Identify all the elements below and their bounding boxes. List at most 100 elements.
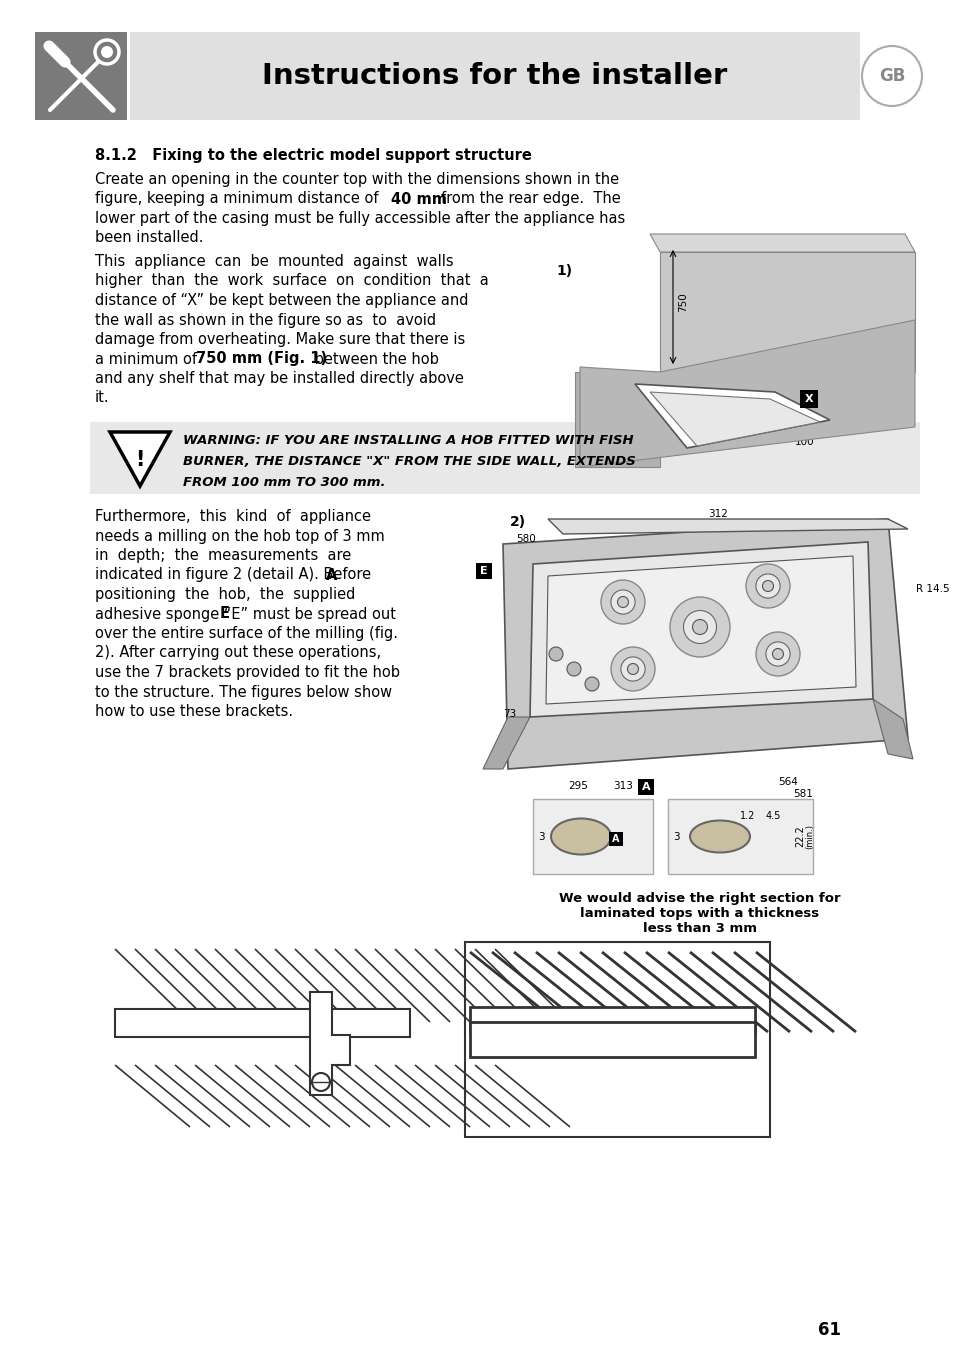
Text: adhesive sponge “E” must be spread out: adhesive sponge “E” must be spread out	[95, 607, 395, 622]
FancyBboxPatch shape	[35, 32, 127, 120]
Text: R 14.5: R 14.5	[915, 584, 948, 594]
Text: 8.1.2   Fixing to the electric model support structure: 8.1.2 Fixing to the electric model suppo…	[95, 147, 532, 164]
Text: 2): 2)	[510, 515, 525, 529]
Text: Create an opening in the counter top with the dimensions shown in the: Create an opening in the counter top wit…	[95, 172, 618, 187]
Text: 3: 3	[537, 831, 544, 841]
Circle shape	[755, 573, 780, 598]
Text: We would advise the right section for
laminated tops with a thickness
less than : We would advise the right section for la…	[558, 892, 840, 936]
FancyBboxPatch shape	[90, 422, 919, 493]
Circle shape	[745, 564, 789, 608]
Text: Furthermore,  this  kind  of  appliance: Furthermore, this kind of appliance	[95, 508, 371, 525]
Circle shape	[682, 611, 716, 644]
Text: X: X	[803, 393, 813, 404]
Text: A: A	[326, 568, 337, 583]
Text: BURNER, THE DISTANCE "X" FROM THE SIDE WALL, EXTENDS: BURNER, THE DISTANCE "X" FROM THE SIDE W…	[183, 456, 635, 468]
Text: positioning  the  hob,  the  supplied: positioning the hob, the supplied	[95, 587, 355, 602]
Circle shape	[600, 580, 644, 625]
FancyBboxPatch shape	[667, 799, 812, 873]
FancyBboxPatch shape	[115, 1009, 410, 1037]
Text: E: E	[220, 607, 230, 622]
Text: 564: 564	[778, 777, 797, 787]
Circle shape	[862, 46, 921, 105]
Text: to the structure. The figures below show: to the structure. The figures below show	[95, 684, 392, 699]
Text: from the rear edge.  The: from the rear edge. The	[440, 192, 620, 207]
Text: 581: 581	[792, 790, 812, 799]
Polygon shape	[649, 392, 820, 446]
Circle shape	[761, 580, 773, 592]
Text: This  appliance  can  be  mounted  against  walls: This appliance can be mounted against wa…	[95, 254, 453, 269]
Text: indicated in figure 2 (detail A​). Before: indicated in figure 2 (detail A​). Befor…	[95, 568, 371, 583]
Text: been installed.: been installed.	[95, 230, 203, 246]
Text: the wall as shown in the figure so as  to  avoid: the wall as shown in the figure so as to…	[95, 312, 436, 327]
Text: 1): 1)	[556, 264, 572, 277]
Polygon shape	[547, 519, 907, 534]
Circle shape	[617, 596, 628, 607]
Text: Instructions for the installer: Instructions for the installer	[262, 62, 727, 91]
Text: use the 7 brackets provided to fit the hob: use the 7 brackets provided to fit the h…	[95, 665, 399, 680]
Text: over the entire surface of the milling (fig.: over the entire surface of the milling (…	[95, 626, 397, 641]
Polygon shape	[545, 556, 855, 704]
Text: GB: GB	[878, 68, 904, 85]
Polygon shape	[659, 251, 914, 372]
Text: A: A	[612, 833, 619, 844]
Circle shape	[95, 41, 119, 64]
Text: 73: 73	[502, 708, 516, 719]
Text: 40 mm: 40 mm	[391, 192, 447, 207]
Text: damage from overheating. Make sure that there is: damage from overheating. Make sure that …	[95, 333, 465, 347]
Circle shape	[755, 631, 800, 676]
Text: FROM 100 mm TO 300 mm.: FROM 100 mm TO 300 mm.	[183, 476, 385, 489]
Polygon shape	[575, 372, 659, 466]
FancyBboxPatch shape	[130, 32, 859, 120]
Text: !: !	[135, 450, 145, 470]
Text: A: A	[641, 781, 650, 792]
FancyBboxPatch shape	[608, 831, 622, 845]
Text: 313: 313	[613, 781, 632, 791]
Text: between the hob: between the hob	[310, 352, 438, 366]
Text: WARNING: IF YOU ARE INSTALLING A HOB FITTED WITH FISH: WARNING: IF YOU ARE INSTALLING A HOB FIT…	[183, 434, 633, 448]
Circle shape	[566, 662, 580, 676]
Text: 3: 3	[672, 831, 679, 841]
Polygon shape	[482, 717, 530, 769]
Text: (min.): (min.)	[804, 823, 814, 849]
Text: 4.5: 4.5	[764, 811, 780, 821]
FancyBboxPatch shape	[638, 779, 654, 795]
Text: how to use these brackets.: how to use these brackets.	[95, 704, 293, 719]
Ellipse shape	[689, 821, 749, 853]
Text: 580: 580	[516, 534, 536, 544]
Text: E: E	[479, 565, 487, 576]
Polygon shape	[530, 542, 872, 717]
Text: a minimum of: a minimum of	[95, 352, 201, 366]
Circle shape	[765, 642, 789, 667]
Ellipse shape	[551, 818, 610, 854]
Text: and any shelf that may be installed directly above: and any shelf that may be installed dire…	[95, 370, 463, 387]
Text: 295: 295	[568, 781, 587, 791]
Circle shape	[692, 619, 707, 634]
FancyBboxPatch shape	[800, 389, 817, 408]
Text: 1.2: 1.2	[740, 811, 755, 821]
Text: needs a milling on the hob top of 3 mm: needs a milling on the hob top of 3 mm	[95, 529, 384, 544]
Circle shape	[548, 648, 562, 661]
Circle shape	[627, 664, 638, 675]
Text: 312: 312	[707, 508, 727, 519]
Text: distance of “X” be kept between the appliance and: distance of “X” be kept between the appl…	[95, 293, 468, 308]
Polygon shape	[110, 433, 170, 485]
Text: higher  than  the  work  surface  on  condition  that  a: higher than the work surface on conditio…	[95, 273, 488, 288]
Text: in  depth;  the  measurements  are: in depth; the measurements are	[95, 548, 351, 562]
Text: 22.2: 22.2	[794, 826, 804, 848]
Polygon shape	[872, 699, 912, 758]
Text: lower part of the casing must be fully accessible after the appliance has: lower part of the casing must be fully a…	[95, 211, 624, 226]
Text: 61: 61	[818, 1321, 841, 1338]
Circle shape	[101, 46, 112, 58]
FancyBboxPatch shape	[470, 1022, 754, 1057]
Text: 20÷50: 20÷50	[582, 380, 616, 389]
FancyBboxPatch shape	[533, 799, 652, 873]
Circle shape	[669, 598, 729, 657]
Text: 750 mm (Fig. 1): 750 mm (Fig. 1)	[195, 352, 327, 366]
Circle shape	[610, 589, 635, 614]
Text: 40: 40	[606, 403, 622, 418]
Polygon shape	[579, 320, 914, 466]
Circle shape	[610, 648, 655, 691]
Polygon shape	[310, 992, 350, 1095]
Polygon shape	[502, 519, 907, 769]
Polygon shape	[635, 384, 829, 448]
